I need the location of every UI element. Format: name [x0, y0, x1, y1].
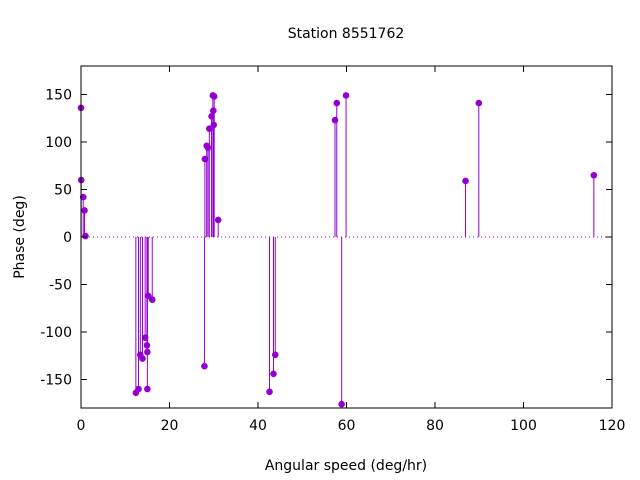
data-point-34 — [475, 99, 483, 107]
point-layer — [77, 92, 598, 408]
x-tick-label-0: 0 — [77, 418, 86, 434]
data-point-22 — [210, 107, 217, 114]
y-tick-label-6: 150 — [45, 88, 72, 104]
data-point-30 — [333, 99, 341, 107]
impulse-layer — [80, 95, 595, 405]
x-tick-label-5: 100 — [510, 418, 537, 434]
x-tick-label-1: 20 — [161, 418, 179, 434]
data-point-24 — [210, 93, 218, 100]
data-point-4 — [82, 232, 89, 240]
data-point-6 — [135, 385, 142, 393]
y-axis-label: Phase (deg) — [12, 195, 28, 279]
data-point-15 — [201, 362, 208, 370]
x-tick-label-2: 40 — [249, 418, 267, 434]
data-point-29 — [331, 116, 339, 124]
y-tick-label-0: -150 — [40, 373, 72, 389]
data-point-11 — [144, 385, 151, 393]
y-tick-label-1: -100 — [40, 325, 72, 341]
data-point-12 — [144, 348, 151, 356]
chart-title: Station 8551762 — [288, 26, 405, 42]
data-point-25 — [214, 216, 222, 224]
data-point-31 — [338, 400, 345, 408]
data-point-23 — [210, 121, 218, 129]
data-point-19 — [206, 125, 213, 132]
y-tick-label-4: 50 — [54, 183, 72, 199]
data-point-20 — [208, 113, 215, 120]
data-point-16 — [201, 155, 209, 163]
x-tick-label-4: 80 — [426, 418, 444, 434]
data-point-9 — [141, 334, 149, 342]
x-tick-label-3: 60 — [338, 418, 356, 434]
y-tick-label-5: 100 — [45, 135, 72, 151]
data-point-35 — [590, 171, 598, 179]
data-point-27 — [270, 370, 277, 378]
data-point-26 — [266, 388, 273, 396]
data-point-2 — [79, 193, 87, 201]
y-axis: -150 -100 -50 0 50 100 150 — [40, 88, 612, 389]
x-tick-label-6: 120 — [599, 418, 626, 434]
data-point-14 — [148, 296, 156, 304]
data-point-32 — [342, 92, 350, 99]
x-axis-label: Angular speed (deg/hr) — [265, 458, 427, 474]
data-point-3 — [81, 207, 88, 214]
y-tick-label-2: -50 — [49, 278, 72, 294]
y-tick-label-3: 0 — [63, 230, 72, 246]
data-point-33 — [462, 177, 469, 185]
data-point-10 — [143, 342, 151, 349]
data-point-8 — [139, 355, 146, 362]
data-point-18 — [204, 144, 212, 151]
data-point-28 — [271, 351, 279, 359]
x-axis: 0 20 40 60 80 100 120 — [77, 66, 626, 434]
